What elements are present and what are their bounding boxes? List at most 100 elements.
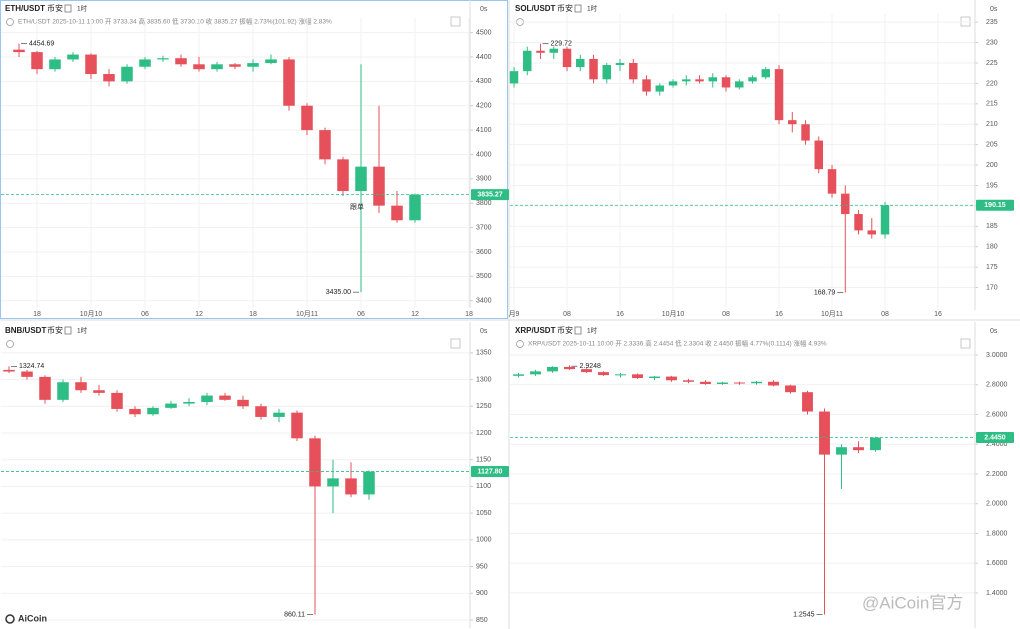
x-tick-label: 06 — [357, 311, 365, 318]
countdown: 0s — [990, 6, 998, 13]
interval: 1时 — [77, 326, 88, 335]
candle-body — [700, 381, 711, 385]
candle-body — [854, 214, 863, 231]
y-tick-label: 3700 — [476, 224, 492, 231]
x-tick-label: 18 — [465, 311, 473, 318]
y-tick-label: 225 — [986, 60, 998, 67]
candle-body — [649, 376, 660, 379]
candle-body — [67, 54, 79, 60]
panel: ETH/USDT 币安 1时 0s ETH/USDT 2025-10-11 10:00 … — [1, 0, 509, 318]
candle-body — [363, 471, 375, 495]
watermark: @AiCoin官方 — [862, 593, 963, 612]
candle-body — [801, 124, 810, 141]
settings-icon — [960, 338, 971, 349]
y-tick-label: 1.8000 — [986, 530, 1008, 537]
candle-body — [193, 64, 205, 70]
candle-body — [562, 48, 572, 68]
y-tick-label: 4000 — [476, 151, 492, 158]
interval: 1时 — [77, 4, 88, 13]
candle-body — [355, 166, 367, 192]
x-tick-label: 10月11 — [821, 310, 843, 318]
low-label: 168.79 — [814, 289, 836, 296]
candle-body — [774, 69, 784, 121]
candle-body — [547, 366, 558, 372]
collapse-icon — [516, 340, 524, 348]
exchange: 币安 — [557, 325, 573, 335]
price-label: 190.15 — [984, 202, 1006, 209]
ohlc-info: ETH/USDT 2025-10-11 10:00 开 3733.34 高 38… — [18, 17, 332, 26]
y-tick-label: 850 — [476, 617, 488, 624]
candle-body — [509, 71, 519, 84]
edit-icon — [64, 326, 72, 335]
price-label: 3835.27 — [477, 191, 502, 198]
price-tag — [471, 466, 509, 478]
y-tick-label: 2.8000 — [986, 382, 1008, 389]
candle-body — [121, 66, 133, 82]
candle-body — [337, 159, 349, 192]
candle-body — [111, 392, 123, 409]
low-label: 860.11 — [284, 611, 305, 618]
x-tick-label: 08 — [563, 311, 571, 318]
candle-body — [319, 130, 331, 160]
symbol-title: ETH/USDT — [5, 4, 45, 13]
settings-icon — [960, 16, 971, 27]
candle-body — [735, 81, 744, 88]
candle-body — [598, 372, 609, 376]
y-tick-label: 900 — [476, 590, 488, 597]
candle-body — [602, 65, 612, 80]
candle-body — [49, 59, 61, 70]
candle-body — [761, 69, 771, 78]
candle-body — [103, 74, 115, 82]
candle-body — [147, 407, 159, 415]
x-tick-label: 06 — [141, 311, 149, 318]
candle-body — [785, 385, 796, 393]
candle-body — [827, 169, 837, 194]
candle-body — [373, 166, 385, 206]
x-tick-label: 10月10 — [80, 310, 103, 318]
price-label: 1127.80 — [478, 468, 503, 475]
candle-body — [219, 395, 231, 400]
candle-body — [301, 105, 313, 131]
x-tick-label: 12 — [411, 311, 419, 318]
x-tick-label: 18 — [33, 311, 41, 318]
y-tick-label: 1150 — [476, 457, 491, 464]
logo-icon — [5, 614, 15, 624]
candle-body — [57, 382, 69, 400]
candle-body — [655, 85, 665, 92]
candle-body — [530, 371, 541, 375]
exchange: 币安 — [47, 3, 63, 13]
y-tick-label: 2.6000 — [986, 411, 1008, 418]
candle-body — [139, 59, 151, 67]
candle-body — [788, 120, 797, 125]
y-tick-label: 1100 — [476, 483, 491, 490]
candle-body — [629, 62, 638, 80]
edit-icon — [574, 326, 582, 335]
interval: 1时 — [587, 326, 598, 335]
x-tick-label: 16 — [934, 311, 942, 318]
x-tick-label: 月9 — [509, 310, 520, 318]
candle-body — [576, 58, 585, 68]
candle-body — [632, 374, 643, 379]
candle-body — [21, 371, 33, 377]
candle-body — [836, 447, 847, 455]
candle-body — [309, 438, 321, 487]
active-panel-border — [0, 0, 508, 319]
y-tick-label: 200 — [986, 162, 998, 169]
candle-body — [708, 77, 718, 82]
y-tick-label: 205 — [986, 141, 998, 148]
candle-body — [717, 382, 728, 385]
candle-body — [255, 406, 267, 417]
candle-body — [39, 376, 51, 400]
candle-body — [819, 411, 830, 455]
price-tag — [976, 432, 1014, 444]
x-tick-label: 08 — [881, 311, 889, 318]
y-tick-label: 180 — [986, 244, 998, 251]
candle-body — [265, 59, 277, 64]
y-tick-label: 230 — [986, 39, 998, 46]
x-tick-label: 08 — [722, 311, 730, 318]
y-tick-label: 3600 — [476, 249, 492, 256]
y-tick-label: 1000 — [476, 537, 492, 544]
y-tick-label: 4400 — [476, 54, 492, 61]
